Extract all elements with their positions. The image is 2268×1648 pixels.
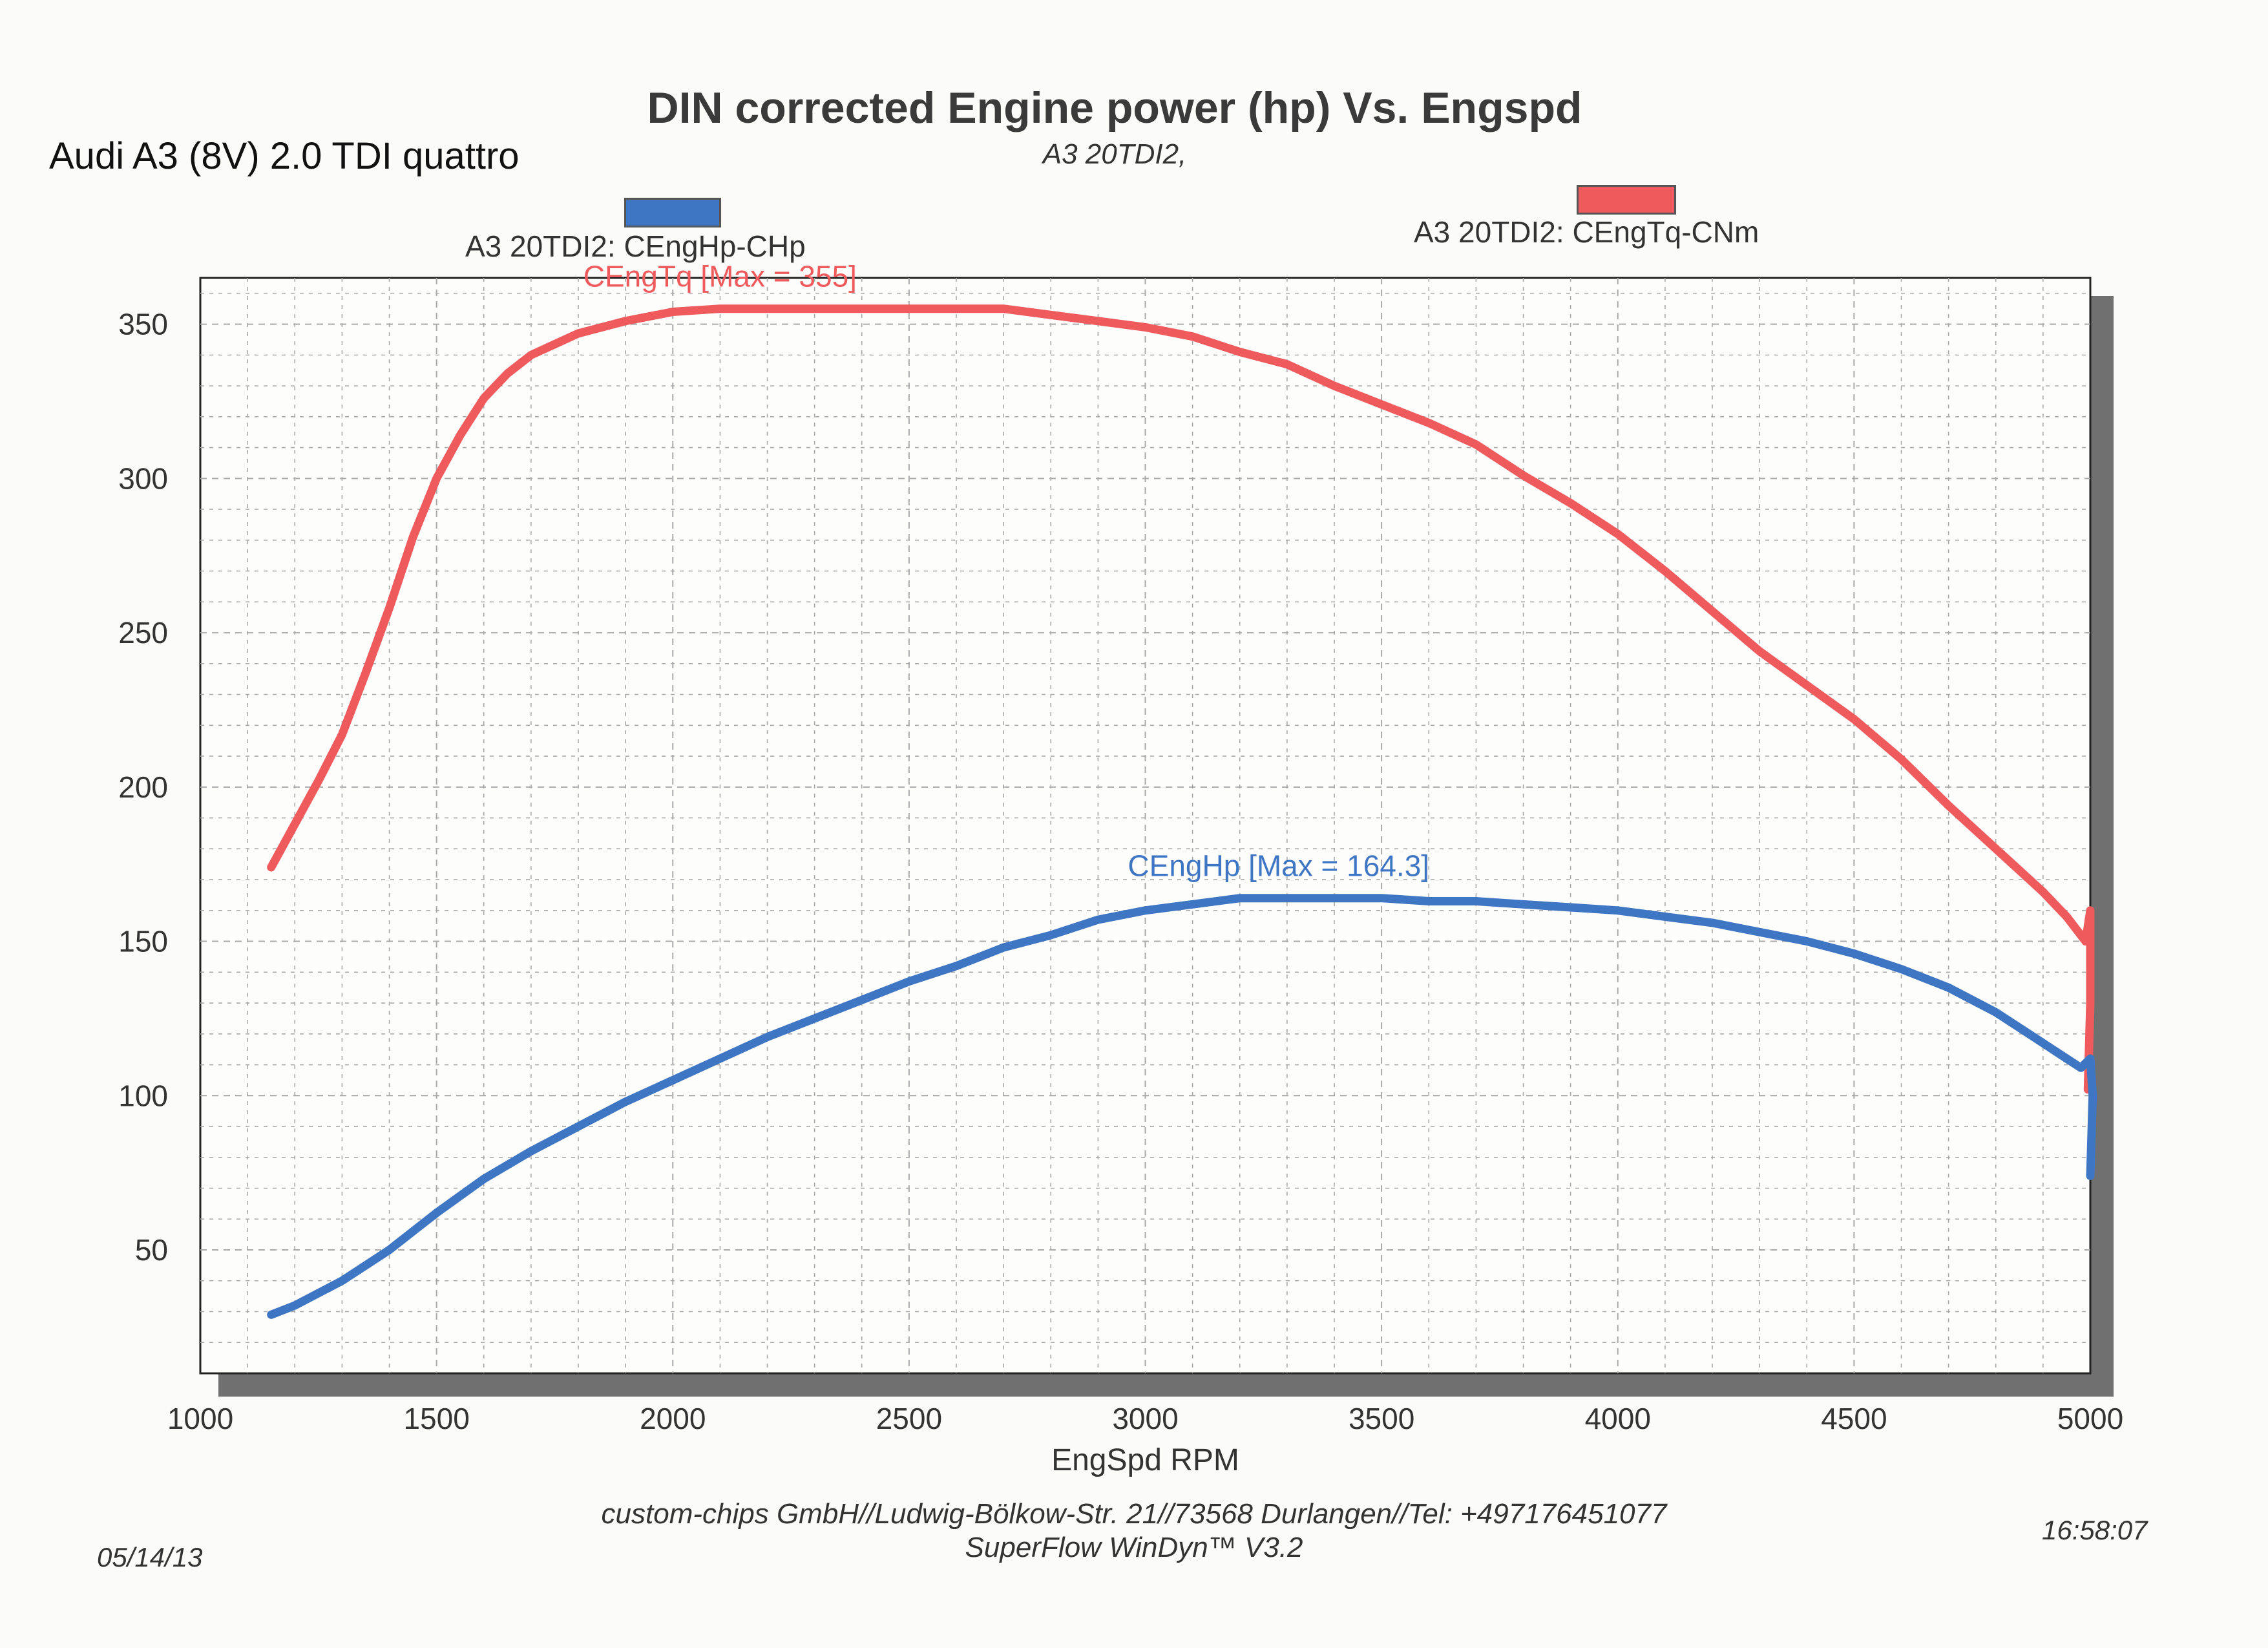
chart-subtitle: A3 20TDI2, <box>1042 138 1187 170</box>
chart-title: DIN corrected Engine power (hp) Vs. Engs… <box>647 83 1582 132</box>
power-max-annotation: CEngHp [Max = 164.3] <box>1128 849 1429 883</box>
x-tick-label: 2500 <box>876 1402 942 1435</box>
torque-curve <box>267 304 2095 1094</box>
footer-time: 16:58:07 <box>2042 1515 2148 1545</box>
y-tick-label: 150 <box>118 925 168 958</box>
x-tick-label: 5000 <box>2057 1402 2123 1435</box>
power-curve <box>267 894 2097 1319</box>
x-tick-label: 1500 <box>403 1402 469 1435</box>
y-tick-label: 350 <box>118 308 168 341</box>
x-tick-label: 4000 <box>1585 1402 1651 1435</box>
tick-labels: 1000 1500 2000 2500 3000 3500 4000 4500 5000 50 10… <box>118 308 2123 1435</box>
grid <box>200 278 2090 1373</box>
footer-software: SuperFlow WinDyn™ V3.2 <box>965 1532 1303 1563</box>
x-tick-label: 4500 <box>1821 1402 1887 1435</box>
vehicle-label: Audi A3 (8V) 2.0 TDI quattro <box>49 135 520 177</box>
footer-date: 05/14/13 <box>97 1542 203 1572</box>
series-annotations: CEngTq [Max = 355] CEngHp [Max = 164.3] <box>583 260 1429 883</box>
x-tick-label: 1000 <box>167 1402 233 1435</box>
x-tick-label: 3500 <box>1349 1402 1414 1435</box>
legend-tq-swatch <box>1577 185 1676 215</box>
x-tick-label: 3000 <box>1112 1402 1178 1435</box>
x-tick-label: 2000 <box>640 1402 706 1435</box>
legend-tq-label: A3 20TDI2: CEngTq-CNm <box>1414 215 1759 249</box>
torque-max-annotation: CEngTq [Max = 355] <box>583 260 857 293</box>
legend-hp-swatch <box>624 198 721 227</box>
footer-company: custom-chips GmbH//Ludwig-Bölkow-Str. 21… <box>601 1498 1667 1530</box>
y-tick-label: 50 <box>135 1233 168 1267</box>
x-axis-title: EngSpd RPM <box>1051 1443 1239 1477</box>
y-tick-label: 200 <box>118 770 168 804</box>
y-tick-label: 250 <box>118 616 168 650</box>
legend-hp-label: A3 20TDI2: CEngHp-CHp <box>465 229 806 263</box>
series-lines <box>267 304 2097 1319</box>
y-tick-label: 300 <box>118 461 168 495</box>
y-tick-label: 100 <box>118 1079 168 1112</box>
